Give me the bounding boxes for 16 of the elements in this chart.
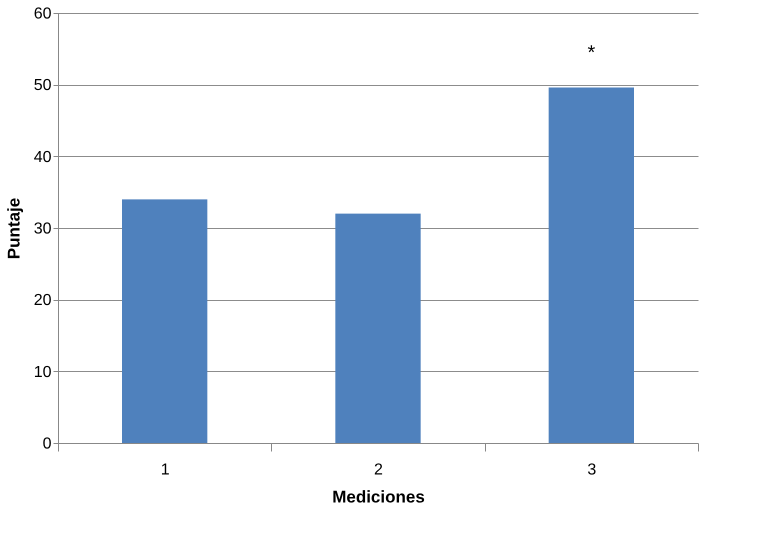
y-tick-label: 50: [34, 77, 52, 94]
y-tick-label: 30: [34, 220, 52, 238]
y-tick-label: 20: [34, 292, 52, 310]
y-tick-label: 10: [34, 364, 52, 381]
y-axis-title: Puntaje: [4, 198, 24, 260]
annotation: *: [587, 42, 596, 64]
x-tick-label: 2: [374, 462, 384, 478]
y-tick-label: 60: [34, 6, 52, 22]
x-axis-title: Mediciones: [332, 488, 425, 506]
x-tick-label: 3: [587, 462, 596, 478]
bar: [335, 214, 421, 443]
bar: [548, 88, 634, 443]
bar: [122, 199, 208, 443]
y-tick-label: 0: [42, 436, 52, 452]
x-tick-label: 1: [160, 462, 170, 478]
y-tick-label: 40: [34, 148, 52, 166]
